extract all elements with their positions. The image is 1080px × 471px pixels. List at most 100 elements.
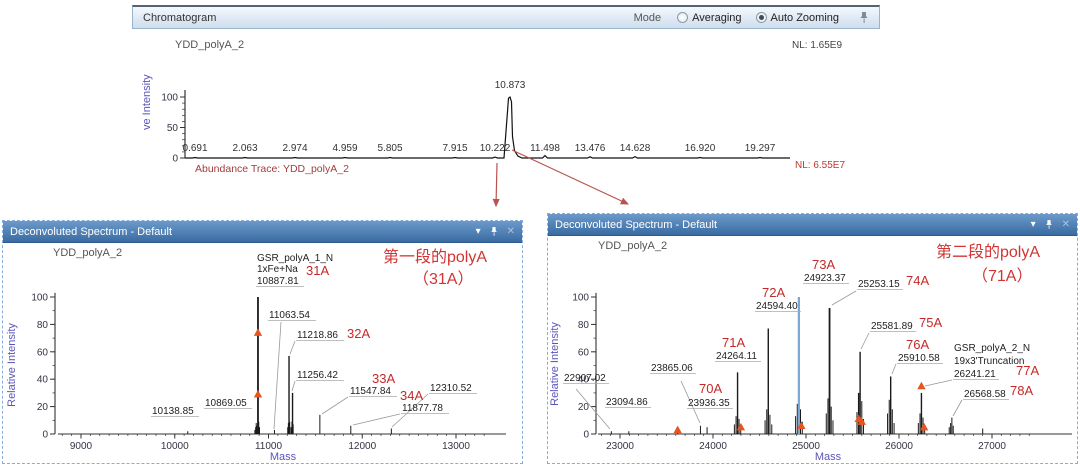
plot-line (321, 396, 349, 415)
annotation-label: （31A） (413, 270, 473, 288)
mode-label: Mode (633, 11, 662, 24)
peak-label: 23936.35 (688, 398, 730, 409)
peak-label: 24594.40 (756, 301, 798, 312)
peak-label: 10887.81 (257, 276, 299, 287)
annotation-label: 34A (400, 388, 423, 403)
right-panel-title: Deconvoluted Spectrum - Default (555, 218, 718, 231)
chevron-down-icon[interactable]: ▾ (475, 225, 481, 237)
pin-icon[interactable] (490, 226, 498, 237)
peak-label: Abundance Trace: YDD_polyA_2 (195, 163, 349, 175)
y-tick-label: 80 (37, 320, 49, 331)
left-panel-title: Deconvoluted Spectrum - Default (10, 225, 173, 238)
annotation-label: 72A (762, 285, 785, 300)
peak-marker-icon (253, 328, 263, 336)
x-tick-label: 26000 (885, 441, 913, 452)
right-spectrum-plot[interactable]: 23000 24000 25000 26000 27000 0 20 40 60 80 100 Mas… (548, 236, 1077, 466)
annotation-label: 第一段的polyA (383, 248, 487, 266)
y-tick-label: 100 (161, 93, 178, 104)
annotation-label: 31A (306, 263, 329, 278)
retention-time-label: 2.974 (282, 143, 307, 154)
x-tick-label: 23000 (606, 441, 634, 452)
peak-label: 11256.42 (297, 370, 338, 381)
peak-label: 11877.78 (402, 403, 443, 414)
right-spectrum-panel: Deconvoluted Spectrum - Default ▾ ✕ 2300… (547, 213, 1078, 464)
y-tick-label: 60 (37, 347, 49, 358)
close-icon[interactable]: ✕ (506, 225, 515, 237)
retention-time-label: 5.805 (377, 143, 402, 154)
toolbar-title: Chromatogram (143, 11, 217, 24)
y-axis-label: Relative Intensity (549, 322, 561, 406)
chevron-down-icon[interactable]: ▾ (1030, 218, 1036, 230)
plot-line (891, 363, 897, 375)
y-tick-label: 40 (37, 375, 49, 386)
retention-time-label: 13.476 (575, 143, 606, 154)
x-tick-label: 11000 (255, 441, 283, 452)
annotation-label: 第二段的polyA (936, 243, 1040, 261)
x-tick-label: 13000 (442, 441, 470, 452)
y-tick-label: 40 (578, 375, 590, 386)
retention-time-label: 2.063 (232, 143, 257, 154)
mode-autozooming-radio[interactable] (755, 12, 767, 23)
left-spectrum-panel: Deconvoluted Spectrum - Default ▾ ✕ 9000… (2, 220, 523, 464)
peak-marker-icon (797, 421, 806, 430)
plot-line (291, 380, 296, 392)
y-tick-label: 60 (578, 347, 590, 358)
peak-label: GSR_polyA_2_N (954, 343, 1030, 354)
y-tick-label: 0 (583, 430, 589, 441)
peak-marker-icon (673, 425, 682, 434)
peak-label: ve Intensity (141, 74, 153, 130)
x-tick-label: 27000 (978, 441, 1006, 452)
right-panel-titlebar: Deconvoluted Spectrum - Default ▾ ✕ (548, 214, 1077, 236)
peak-label: NL: 1.65E9 (792, 40, 842, 51)
x-axis-label: Mass (815, 451, 842, 463)
plot-line (952, 399, 963, 417)
retention-time-label: 0.691 (182, 143, 207, 154)
plot-line (391, 393, 429, 428)
close-icon[interactable]: ✕ (1061, 218, 1070, 230)
retention-time-label: 19.297 (745, 143, 776, 154)
retention-time-label: 11.498 (530, 143, 560, 154)
retention-time-label: 10.873 (495, 80, 526, 91)
peak-label: 23865.06 (651, 363, 693, 374)
x-tick-label: 25000 (792, 441, 820, 452)
mode-averaging-radio[interactable] (677, 12, 689, 23)
mode-averaging-label[interactable]: Averaging (692, 11, 742, 24)
annotation-label: 76A (906, 337, 929, 352)
y-tick-label: 0 (42, 430, 48, 441)
x-tick-label: 12000 (348, 441, 376, 452)
peak-label: 12310.52 (430, 383, 472, 394)
peak-label: 10138.85 (152, 406, 194, 417)
y-tick-label: 50 (167, 123, 179, 134)
annotation-label: 33A (372, 371, 395, 386)
plot-line (924, 379, 953, 387)
peak-marker-icon (917, 381, 926, 390)
retention-time-label: 16.920 (685, 143, 716, 154)
peak-label: 25253.15 (858, 279, 900, 290)
peak-label: 11218.86 (297, 330, 338, 341)
peak-label: YDD_polyA_2 (598, 240, 667, 252)
left-spectrum-plot[interactable]: 9000 10000 11000 12000 13000 0 20 40 60 80 100 Mass… (3, 243, 522, 466)
peak-label: 10869.05 (205, 398, 247, 409)
y-tick-label: 80 (578, 320, 590, 331)
annotation-label: 32A (347, 326, 370, 341)
chromatogram-trace (185, 95, 790, 159)
plot-line (352, 413, 401, 426)
pin-icon[interactable] (1045, 219, 1053, 230)
pin-icon[interactable] (859, 11, 869, 24)
peak-label: 11063.54 (269, 310, 310, 321)
peak-label: 24923.37 (804, 273, 846, 284)
peak-label: 1xFe+Na (257, 264, 298, 275)
peak-label: YDD_polyA_2 (175, 39, 244, 51)
y-axis-label: Relative Intensity (6, 323, 18, 407)
peak-label: 26241.21 (954, 369, 996, 380)
annotation-label: 74A (906, 273, 929, 288)
annotation-label: 73A (812, 257, 835, 272)
annotation-label: 77A (1016, 363, 1039, 378)
peak-label: 11547.84 (350, 386, 391, 397)
peak-label: 24264.11 (716, 351, 757, 362)
chromatogram-plot[interactable]: 0 50 100 0.691 2.063 2.974 4.959 5.805 7.915 10.2… (140, 30, 880, 205)
mode-autozooming-label[interactable]: Auto Zooming (770, 11, 839, 24)
peak-label: 25581.89 (871, 321, 913, 332)
peak-label: 23094.86 (606, 397, 648, 408)
